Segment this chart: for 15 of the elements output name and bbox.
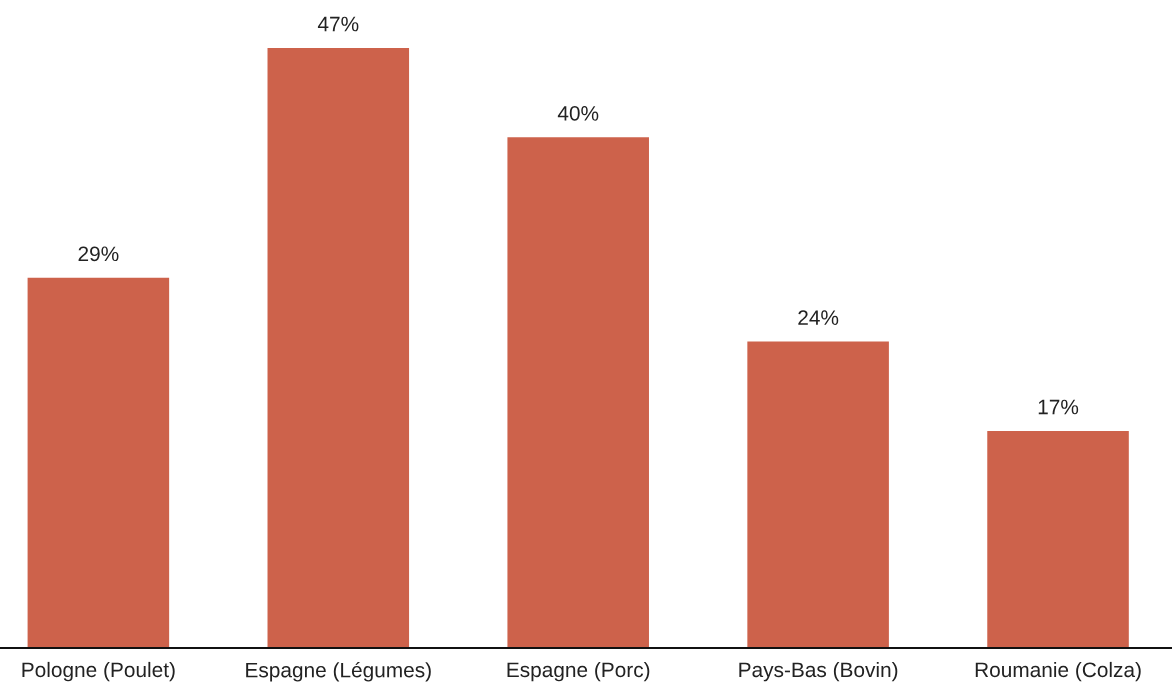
bar xyxy=(747,341,889,648)
data-label: 17% xyxy=(1038,399,1079,415)
data-label: 29% xyxy=(78,246,119,262)
bar xyxy=(27,277,170,648)
x-tick-label: Pays-Bas (Bovin) xyxy=(739,661,898,682)
bar xyxy=(267,48,410,648)
data-label: 47% xyxy=(317,16,359,32)
x-tick-label: Pologne (Poulet) xyxy=(22,661,175,682)
x-tick-label: Espagne (Porc) xyxy=(507,661,650,682)
data-label: 40% xyxy=(557,105,599,121)
x-tick-label: Roumanie (Colza) xyxy=(975,661,1141,682)
bar xyxy=(507,137,649,648)
bar xyxy=(987,430,1129,648)
data-label: 24% xyxy=(798,310,839,325)
x-tick-label: Espagne (Légumes) xyxy=(246,661,431,682)
